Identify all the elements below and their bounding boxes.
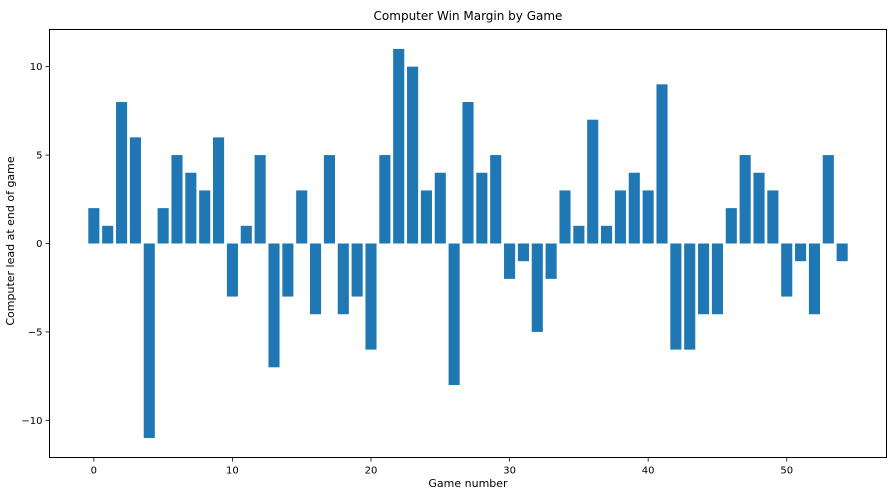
bar-game-11 (240, 225, 252, 244)
bar-game-14 (282, 243, 294, 297)
bar-game-40 (642, 190, 654, 244)
bar-game-8 (199, 190, 211, 244)
bar-game-38 (614, 190, 626, 244)
bar-game-16 (310, 243, 322, 315)
bar-game-24 (420, 190, 432, 244)
bar-game-13 (268, 243, 280, 368)
bar-game-19 (351, 243, 363, 297)
bar-game-2 (116, 102, 128, 244)
y-tick-label: −5 (28, 327, 43, 338)
y-axis-ticks: −10 −5 0 5 10 (21, 62, 50, 427)
bar-game-28 (476, 172, 488, 244)
bar-game-3 (129, 137, 141, 244)
bar-game-35 (573, 225, 585, 244)
bars-group (88, 48, 848, 439)
bar-game-46 (725, 208, 737, 244)
bar-game-25 (434, 172, 446, 244)
x-tick-label: 20 (365, 466, 378, 477)
bar-game-9 (213, 137, 225, 244)
y-tick-label: 5 (36, 151, 42, 162)
y-tick-label: 10 (30, 62, 43, 73)
bar-game-39 (628, 172, 640, 244)
x-tick-label: 10 (226, 466, 239, 477)
bar-game-47 (739, 155, 751, 244)
bar-game-6 (171, 155, 183, 244)
y-axis-label: Computer lead at end of game (4, 156, 17, 326)
bar-game-18 (337, 243, 349, 315)
bar-game-32 (531, 243, 543, 332)
bar-game-42 (670, 243, 682, 350)
bar-game-7 (185, 172, 197, 244)
bar-game-4 (143, 243, 155, 439)
bar-game-37 (601, 225, 613, 244)
bar-game-30 (504, 243, 516, 279)
bar-game-52 (808, 243, 820, 315)
bar-game-21 (379, 155, 391, 244)
bar-game-36 (587, 119, 599, 244)
bar-game-51 (795, 243, 807, 262)
bar-game-31 (517, 243, 529, 262)
bar-game-50 (781, 243, 793, 297)
bar-game-0 (88, 208, 100, 244)
x-tick-label: 0 (91, 466, 97, 477)
bar-game-27 (462, 102, 474, 244)
bar-game-12 (254, 155, 266, 244)
x-tick-label: 50 (780, 466, 793, 477)
bar-game-49 (767, 190, 779, 244)
x-axis-label: Game number (428, 477, 508, 490)
x-axis-ticks: 0 10 20 30 40 50 (91, 457, 793, 477)
bar-game-45 (711, 243, 723, 315)
y-tick-label: −10 (21, 416, 42, 427)
y-tick-label: 0 (36, 239, 42, 250)
bar-game-29 (490, 155, 502, 244)
bar-game-53 (822, 155, 834, 244)
x-tick-label: 30 (503, 466, 516, 477)
bar-game-15 (296, 190, 308, 244)
bar-game-34 (559, 190, 571, 244)
x-tick-label: 40 (642, 466, 655, 477)
bar-game-54 (836, 243, 848, 262)
bar-game-44 (698, 243, 710, 315)
bar-game-48 (753, 172, 765, 244)
bar-game-17 (323, 155, 335, 244)
bar-game-5 (157, 208, 169, 244)
bar-game-33 (545, 243, 557, 279)
bar-game-20 (365, 243, 377, 350)
plot-frame (49, 29, 887, 458)
bar-game-43 (684, 243, 696, 350)
chart-title: Computer Win Margin by Game (374, 9, 563, 23)
bar-game-23 (407, 66, 419, 244)
bar-game-10 (226, 243, 238, 297)
bar-game-26 (448, 243, 460, 385)
bar-game-1 (102, 225, 114, 244)
bar-game-22 (393, 48, 405, 244)
bar-game-41 (656, 84, 668, 244)
